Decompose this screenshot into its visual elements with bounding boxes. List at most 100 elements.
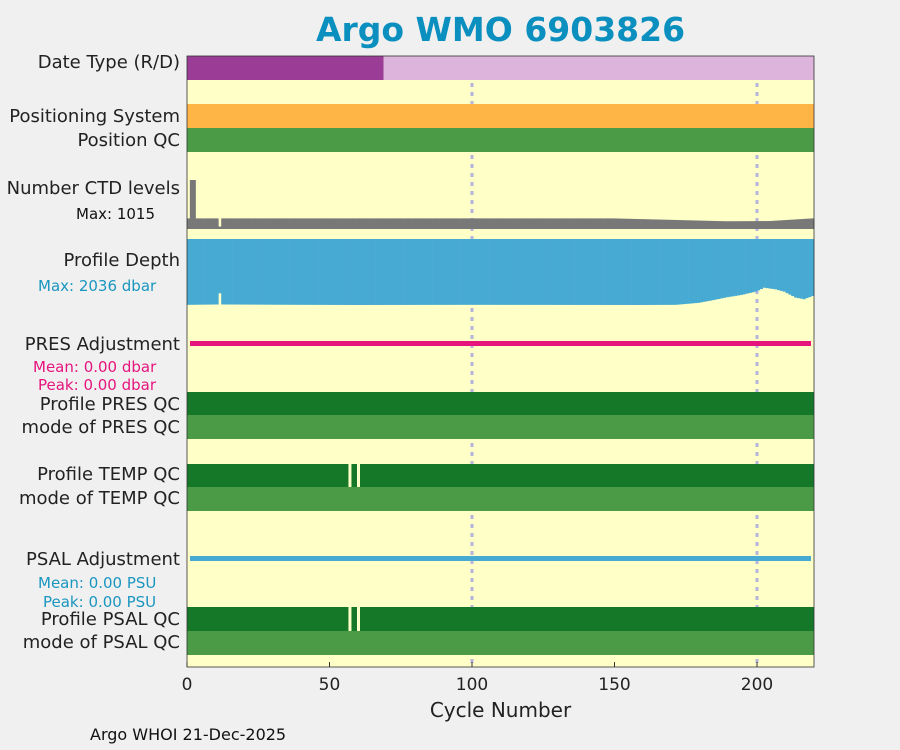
label-date-type: Date Type (R/D) [37, 52, 180, 73]
ctd-levels-bar [472, 218, 476, 229]
ctd-levels-bar [563, 218, 567, 229]
profile-depth-bar [526, 239, 530, 305]
ctd-levels-bar [560, 218, 564, 229]
profile-depth-bar [702, 239, 706, 302]
label-pres-qc: Profile PRES QC [39, 394, 180, 415]
profile-depth-bar [554, 239, 558, 305]
profile-depth-bar [643, 239, 647, 305]
profile-depth-bar [757, 239, 761, 291]
profile-depth-bar [221, 239, 225, 305]
psal-qc-flag [357, 607, 360, 631]
ctd-levels-bar [355, 218, 359, 229]
ctd-levels-bar [238, 218, 242, 229]
profile-depth-bar [728, 239, 732, 297]
profile-depth-bar [192, 239, 196, 305]
profile-depth-bar [591, 239, 595, 305]
profile-depth-bar [520, 239, 524, 305]
profile-depth-bar [204, 239, 208, 305]
profile-depth-bar [500, 239, 504, 305]
ctd-levels-bar [432, 218, 436, 229]
profile-depth-bar [377, 239, 382, 305]
profile-depth-bar [734, 239, 738, 296]
ctd-levels-bar [628, 218, 632, 229]
ctd-levels-bar [748, 221, 752, 229]
ctd-levels-bar [526, 218, 530, 229]
ctd-levels-bar [443, 218, 447, 229]
ctd-levels-bar [392, 218, 396, 229]
ctd-levels-bar [395, 218, 399, 229]
ctd-levels-bar [623, 218, 627, 229]
plot-frame [186, 55, 815, 668]
ctd-levels-bar [224, 218, 228, 229]
temp-mode-bar [187, 487, 814, 511]
ctd-levels-bar [591, 218, 595, 229]
profile-depth-bar [372, 239, 376, 305]
ctd-levels-bar [571, 218, 575, 229]
ctd-levels-bar [272, 218, 276, 229]
profile-depth-bar [566, 239, 570, 305]
ctd-levels-bar [546, 218, 550, 229]
x-axis-label: Cycle Number [429, 698, 572, 722]
profile-depth-bar [189, 239, 193, 305]
ctd-levels-bar [349, 218, 353, 229]
x-tick-label: 100 [455, 675, 489, 695]
profile-depth-bar [238, 239, 242, 305]
ctd-levels-bar [295, 218, 299, 229]
ctd-levels-bar [811, 218, 815, 229]
ctd-levels-bar [680, 220, 684, 229]
profile-depth-bar [614, 239, 618, 305]
profile-depth-bar [491, 239, 496, 305]
ctd-levels-bar [583, 218, 587, 229]
ctd-levels-bar [645, 219, 649, 229]
ctd-levels-bar [474, 218, 478, 229]
profile-depth-bar [586, 239, 590, 305]
psal-qc-flag [348, 607, 352, 631]
profile-depth-bar [762, 239, 766, 288]
profile-depth-bar [363, 239, 367, 305]
ctd-levels-bar [449, 218, 453, 229]
profile-depth-bar [360, 239, 364, 305]
ctd-levels-bar [774, 220, 778, 229]
profile-depth-bar [739, 239, 744, 295]
ctd-levels-bar [708, 220, 712, 229]
profile-depth-bar [349, 239, 353, 305]
profile-depth-bar [546, 239, 550, 305]
profile-depth-bar [571, 239, 575, 305]
ctd-levels-bar [360, 218, 364, 229]
profile-depth-bar [811, 239, 815, 296]
profile-depth-bar [745, 239, 749, 294]
ctd-levels-bar [529, 218, 533, 229]
ctd-levels-bar [668, 219, 672, 229]
x-tick-label: 50 [318, 675, 341, 695]
ctd-levels-bar [463, 218, 467, 229]
ctd-levels-bar [548, 218, 553, 229]
profile-depth-bar [306, 239, 310, 305]
x-tick-label: 200 [740, 675, 774, 695]
label-position-qc: Position QC [77, 130, 180, 151]
profile-depth-bar [383, 239, 387, 305]
ctd-levels-bar [566, 218, 570, 229]
ctd-levels-bar [221, 218, 225, 229]
profile-depth-bar [261, 239, 265, 305]
label-pres-adjustment: PRES Adjustment [24, 334, 180, 355]
profile-depth-bar [597, 239, 601, 305]
ctd-levels-bar [640, 219, 644, 229]
profile-depth-bar [275, 239, 279, 305]
ctd-levels-bar [209, 218, 213, 229]
ctd-levels-bar [808, 218, 812, 229]
profile-depth-bar [406, 239, 410, 305]
profile-depth-bar [187, 239, 191, 305]
ctd-levels-bar [719, 221, 724, 229]
ctd-levels-bar [805, 218, 809, 229]
profile-depth-bar [380, 239, 384, 305]
profile-depth-bar [722, 239, 726, 298]
profile-depth-bar [776, 239, 781, 291]
profile-depth-bar [449, 239, 453, 305]
profile-depth-bar [511, 239, 516, 305]
profile-depth-bar [574, 239, 578, 305]
profile-depth-bar [215, 239, 219, 305]
profile-depth-bar [358, 239, 362, 305]
profile-depth-bar [309, 239, 313, 305]
label-temp-qc: Profile TEMP QC [37, 464, 180, 485]
ctd-levels-bar [685, 220, 689, 229]
